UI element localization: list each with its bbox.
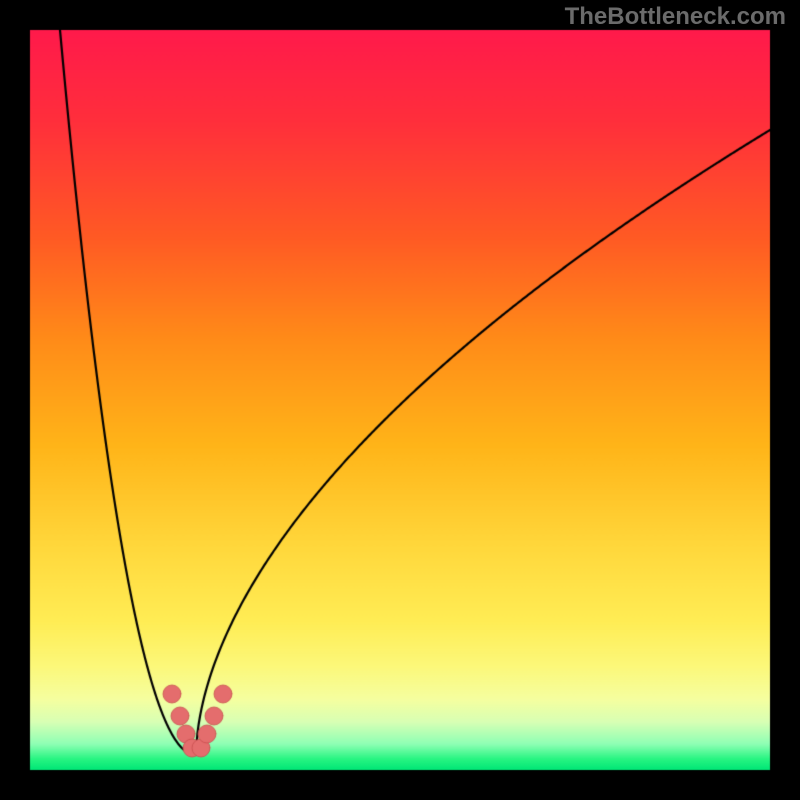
bottleneck-gradient-chart — [0, 0, 800, 800]
chart-stage: TheBottleneck.com — [0, 0, 800, 800]
